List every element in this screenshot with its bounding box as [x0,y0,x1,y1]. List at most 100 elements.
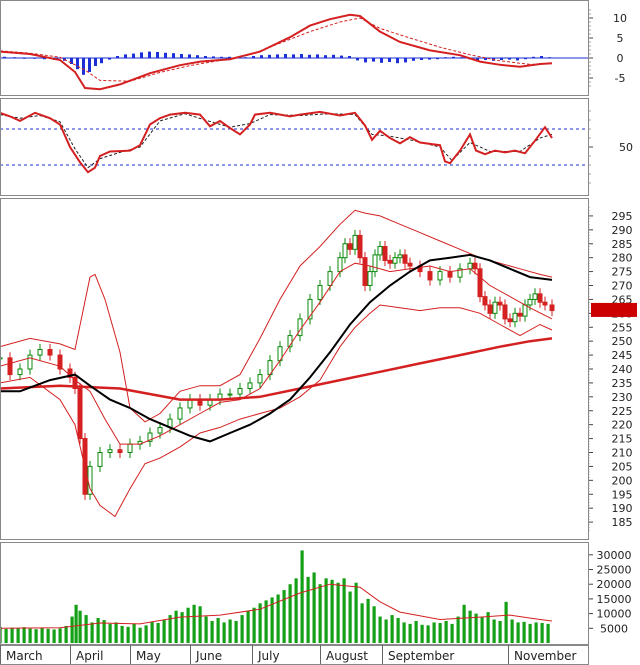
month-axis: March April May June July August September Nove… [0,645,576,664]
price-tick-label: 225 [612,405,633,418]
macd-histogram-bar [244,57,247,58]
macd-line [0,13,553,91]
volume-bar [294,578,298,643]
volume-bar [168,615,172,643]
macd-histogram-bar [284,54,287,58]
month-label: August [326,649,368,663]
volume-bar [462,604,466,643]
volume-bar [252,607,256,643]
bollinger-middle-band [0,262,553,445]
volume-bar [300,550,304,643]
volume-bar [420,624,424,643]
macd-histogram-bar [444,57,447,58]
macd-histogram-bar [196,55,199,58]
candle-body [27,354,33,370]
price-frame [0,198,589,540]
macd-histogram-bar [148,51,151,58]
macd-tick-label: 10 [613,12,627,25]
macd-histogram-bar [108,58,111,60]
volume-bar [378,616,382,643]
price-tick-label: 240 [612,363,633,376]
macd-histogram-bar [13,57,16,58]
volume-bar [276,594,280,643]
price-tick-label: 205 [612,460,633,473]
macd-histogram-bar [300,54,303,58]
macd-histogram-bar [100,58,103,64]
candle-body [257,374,263,384]
macd-histogram-bar [332,54,335,58]
macd-histogram-bar [132,53,135,58]
candle-body [287,335,293,348]
volume-bar [102,620,106,643]
candle-body [377,246,383,256]
price-tick-label: 215 [612,433,633,446]
candle-body [337,257,343,273]
macd-histogram-bar [124,54,127,58]
candle-body [392,257,398,264]
candle-body [502,304,508,320]
candle-body [117,449,123,454]
candle-body [17,368,23,376]
candle-body [382,246,388,261]
volume-bar [312,572,316,643]
volume-bar [516,622,520,643]
volume-bar [414,620,418,643]
candle-body [522,304,528,317]
volume-tick-label: 25000 [597,564,632,577]
candle-body [407,262,413,267]
macd-histogram-bar [388,58,391,62]
macd-histogram-bar [140,52,143,58]
candle-body [147,432,153,442]
macd-histogram-bar [94,58,97,66]
price-panel: 2952902852802752702652602552502452402352… [0,207,637,531]
macd-histogram-bar [348,56,351,58]
macd-histogram-bar [460,57,463,58]
volume-bar [28,628,32,643]
candle-body [372,254,378,273]
bollinger-lower-band [0,304,553,518]
volume-frame [0,542,589,645]
candle-body [327,271,333,287]
volume-bar [222,622,226,643]
candle-body [362,257,368,286]
medium-moving-average [0,253,553,443]
volume-bar [444,620,448,643]
candle-body [447,271,453,278]
macd-histogram-bar [380,58,383,63]
macd-histogram-bar [292,54,295,58]
volume-bar [426,625,430,643]
volume-bar [384,619,388,643]
candle-body [477,268,483,298]
price-tick-label: 195 [612,488,633,501]
volume-bar [432,622,436,643]
volume-bar [408,623,412,643]
volume-bar [114,622,118,643]
price-tick-label: 275 [612,266,633,279]
candle-body [497,301,503,306]
volume-bar [474,613,478,643]
macd-histogram-bar [268,54,271,58]
candle-body [127,443,133,453]
rsi-frame [0,98,589,196]
volume-bar [264,600,268,643]
volume-bar [330,579,334,643]
candle-body [532,293,538,300]
last-price-box [591,302,637,317]
macd-histogram-bar [43,58,46,60]
candle-body [72,376,78,389]
month-label: September [388,649,454,663]
volume-bar [52,629,56,643]
price-tick-label: 290 [612,224,633,237]
candle-body [517,312,523,317]
macd-histogram-bar [428,58,431,60]
rsi-panel: 50 [0,110,633,184]
candle-body [97,452,103,467]
volume-bar [480,616,484,643]
volume-bar [528,623,532,643]
candle-body [467,262,473,270]
volume-bar [258,603,262,643]
price-tick-label: 185 [612,516,633,529]
candle-body [472,262,478,270]
macd-histogram-bar [532,56,535,58]
